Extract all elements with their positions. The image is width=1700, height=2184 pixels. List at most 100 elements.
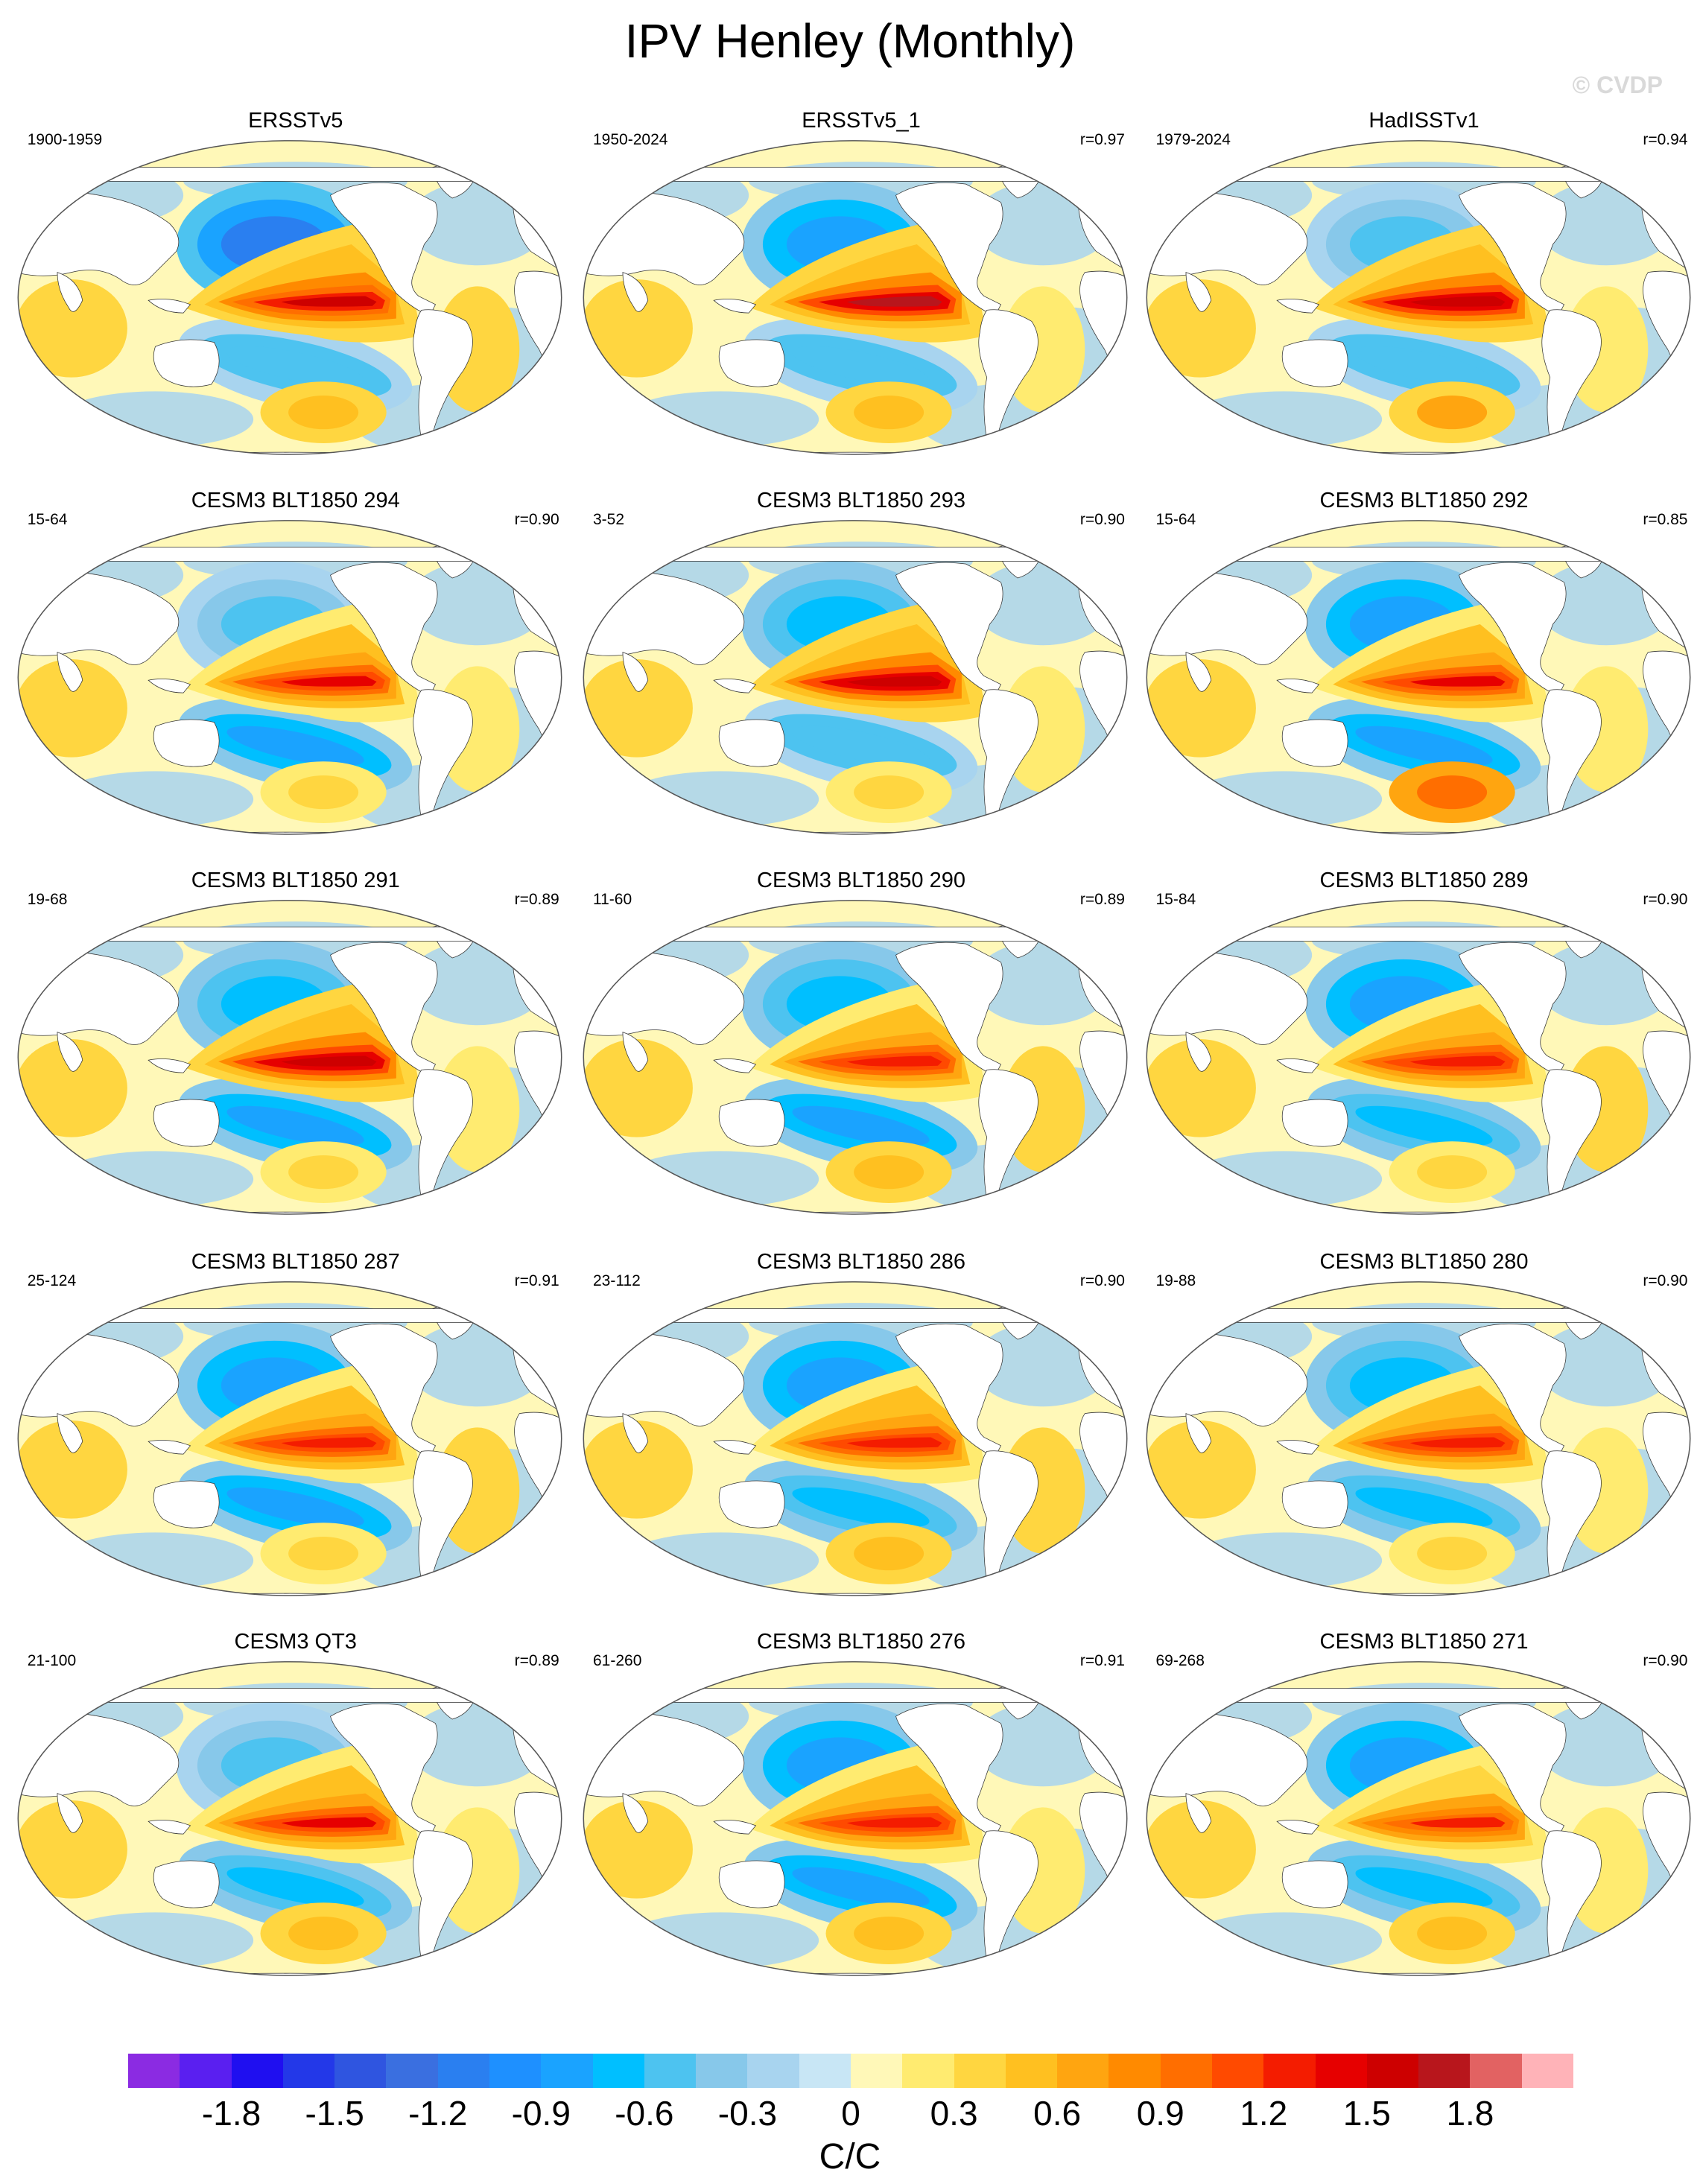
land-mass [583, 1688, 1127, 1703]
map-outline [17, 1661, 562, 1976]
land-mass [18, 1688, 562, 1703]
map-outline [1146, 1661, 1690, 1976]
map-outline [583, 520, 1128, 836]
robinson-map [583, 140, 1128, 456]
land-mass [1185, 1793, 1211, 1833]
land-mass [153, 1099, 220, 1147]
sst-anomaly-eqpac [846, 1056, 942, 1067]
robinson-map [17, 900, 562, 1216]
sst-anomaly-patch [622, 391, 819, 448]
colorbar-tick-label: -0.6 [615, 2094, 674, 2133]
sst-anomaly-indian [18, 279, 127, 378]
sst-anomaly-indian [583, 1800, 693, 1899]
land-mass [713, 1819, 757, 1835]
sst-anomaly-spac [792, 1106, 930, 1146]
sst-anomaly-spac-warm [288, 1917, 358, 1951]
sst-anomaly-patch [1185, 771, 1382, 828]
colorbar-box [799, 2054, 851, 2088]
map-panel: HadISSTv1 1979-2024 r=0.94 [1143, 109, 1700, 489]
panel-correlation: r=0.90 [1079, 1272, 1125, 1289]
land-mass [622, 1032, 649, 1072]
robinson-map [17, 520, 562, 836]
panel-years: 19-88 [1155, 1272, 1196, 1289]
colorbar-box [180, 2054, 232, 2088]
colorbar-box [1109, 2054, 1161, 2088]
land-mass [1185, 272, 1211, 313]
colorbar-tick-label: -1.2 [408, 2094, 468, 2133]
colorbar-box [696, 2054, 748, 2088]
sst-anomaly-eqpac [281, 1056, 377, 1067]
sst-anomaly-indian [18, 1800, 127, 1899]
sst-anomaly-spac-warm [854, 775, 924, 810]
land-mass [1146, 1688, 1690, 1703]
land-mass [1275, 1819, 1319, 1835]
land-mass [583, 1212, 1127, 1215]
panel-years: 11-60 [593, 891, 632, 909]
colorbar-box [1315, 2054, 1368, 2088]
sst-anomaly-spac-warm [1416, 775, 1487, 810]
panel-correlation: r=0.90 [514, 511, 559, 529]
map-panel: CESM3 BLT1850 289 15-84 r=0.90 [1143, 869, 1700, 1248]
panel-correlation: r=0.94 [1643, 131, 1688, 149]
sst-anomaly-spac-warm [854, 1155, 924, 1190]
map-panel: CESM3 QT3 21-100 r=0.89 [14, 1630, 577, 2010]
land-mass [713, 299, 757, 314]
panel-title: CESM3 BLT1850 293 [757, 489, 965, 513]
sst-anomaly-indian [1146, 1800, 1256, 1899]
sst-anomaly-eqpac [1409, 296, 1506, 308]
panel-years: 1979-2024 [1155, 131, 1231, 149]
sst-anomaly-patch [1185, 1912, 1382, 1969]
land-mass [148, 1440, 191, 1455]
map-panel: CESM3 BLT1850 271 69-268 r=0.90 [1143, 1630, 1700, 2010]
sst-anomaly-spac [792, 1487, 930, 1528]
panel-years: 15-84 [1155, 891, 1196, 909]
colorbar-box [386, 2054, 439, 2088]
panel-years: 21-100 [27, 1651, 77, 1669]
sst-anomaly-indian [1146, 1420, 1256, 1519]
colorbar [128, 2054, 1574, 2088]
land-mass [1146, 167, 1690, 182]
panel-correlation: r=0.90 [1643, 891, 1688, 909]
sst-anomaly-patch [1185, 1151, 1382, 1207]
land-mass [57, 1793, 83, 1833]
map-panel: CESM3 BLT1850 292 15-64 r=0.85 [1143, 489, 1700, 869]
colorbar-box [1418, 2054, 1471, 2088]
panel-correlation: r=0.90 [1643, 1272, 1688, 1289]
land-mass [718, 1099, 785, 1147]
land-mass [1275, 1440, 1319, 1455]
sst-anomaly-spac-warm [854, 1917, 924, 1951]
land-mass [18, 927, 562, 942]
panel-years: 3-52 [593, 511, 625, 529]
land-mass [713, 1440, 757, 1455]
land-mass [153, 1860, 220, 1908]
panel-correlation: r=0.89 [1079, 891, 1125, 909]
land-mass [1275, 299, 1319, 314]
colorbar-box [1160, 2054, 1213, 2088]
map-panel: ERSSTv5_1 1950-2024 r=0.97 [580, 109, 1143, 489]
land-mass [1275, 1058, 1319, 1073]
sst-anomaly-patch [622, 771, 819, 828]
colorbar-box [1521, 2054, 1574, 2088]
sst-anomaly-indian [1146, 659, 1256, 758]
colorbar-tick-label: 1.2 [1240, 2094, 1288, 2133]
colorbar-tick-label: 0 [841, 2094, 860, 2133]
colorbar-box [954, 2054, 1006, 2088]
panel-title: ERSSTv5 [248, 109, 343, 133]
panel-title: CESM3 QT3 [234, 1629, 357, 1654]
panel-title: HadISSTv1 [1368, 109, 1479, 133]
sst-anomaly-patch [57, 1151, 253, 1207]
land-mass [583, 452, 1127, 455]
map-outline [1146, 1281, 1690, 1596]
map-outline [583, 1661, 1128, 1976]
land-mass [622, 1413, 649, 1453]
cvdp-watermark: © CVDP [1572, 72, 1663, 98]
colorbar-box [334, 2054, 387, 2088]
sst-anomaly-spac [1354, 1487, 1493, 1528]
colorbar-box [437, 2054, 490, 2088]
sst-anomaly-indian [583, 1039, 693, 1137]
land-mass [57, 652, 83, 693]
sst-anomaly-indian [18, 659, 127, 758]
panel-correlation: r=0.90 [1643, 1651, 1688, 1669]
robinson-map [583, 520, 1128, 836]
robinson-map [583, 900, 1128, 1216]
